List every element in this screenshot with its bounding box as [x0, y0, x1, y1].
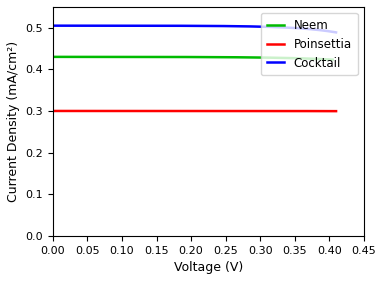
Cocktail [65, 24, 70, 27]
Line: Cocktail: Cocktail [53, 26, 336, 32]
Neem [271, 56, 275, 59]
Poinsettia [326, 109, 330, 113]
Neem [51, 55, 55, 58]
Poinsettia [188, 109, 193, 113]
Neem [65, 55, 70, 58]
Cocktail [326, 30, 330, 33]
Cocktail [334, 31, 338, 34]
Neem [322, 58, 327, 61]
Poinsettia [273, 109, 278, 113]
Neem [330, 58, 335, 61]
Cocktail [51, 24, 55, 27]
Poinsettia [51, 109, 55, 113]
Poinsettia [65, 109, 70, 113]
Line: Neem: Neem [53, 57, 332, 60]
Y-axis label: Current Density (mA/cm²): Current Density (mA/cm²) [7, 41, 20, 202]
Poinsettia [334, 110, 338, 113]
Cocktail [273, 25, 278, 29]
Cocktail [188, 24, 193, 28]
X-axis label: Voltage (V): Voltage (V) [174, 261, 243, 274]
Cocktail [326, 30, 330, 33]
Cocktail [181, 24, 185, 28]
Neem [322, 58, 327, 61]
Poinsettia [181, 109, 185, 113]
Poinsettia [326, 109, 330, 113]
Neem [187, 55, 191, 59]
Neem [179, 55, 184, 59]
Legend: Neem, Poinsettia, Cocktail: Neem, Poinsettia, Cocktail [261, 13, 358, 76]
